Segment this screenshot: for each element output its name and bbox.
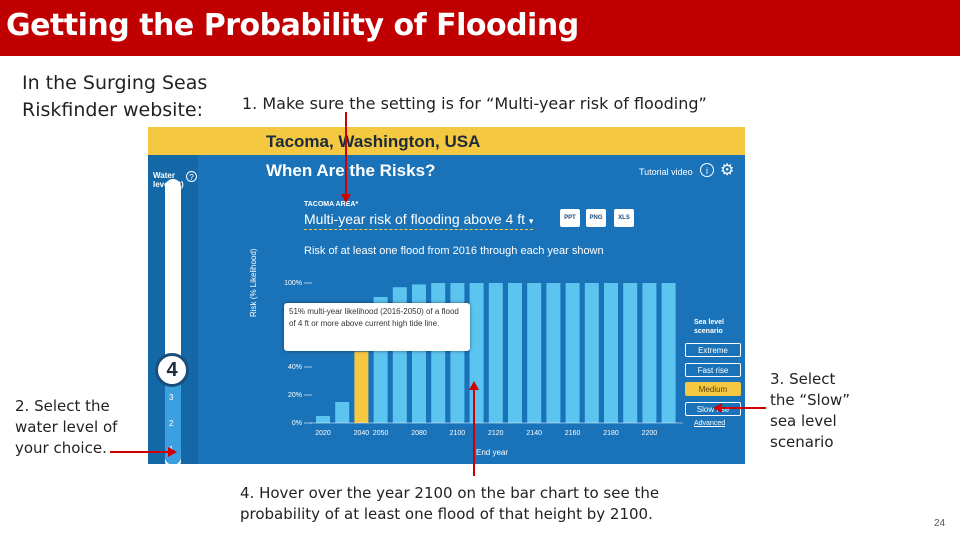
area-label: TACOMA AREA* bbox=[304, 201, 359, 208]
scenario-label-line: Sea level bbox=[694, 319, 724, 326]
scenario-slow-rise-button[interactable]: Slow rise bbox=[685, 402, 741, 416]
step4-line: 4. Hover over the year 2100 on the bar c… bbox=[240, 484, 660, 502]
x-tick-label: 2100 bbox=[450, 430, 466, 437]
scenario-label: Sea level scenario bbox=[694, 318, 724, 336]
scenario-label-line: scenario bbox=[694, 328, 723, 335]
bar bbox=[335, 402, 350, 423]
y-tick-label: 100% bbox=[284, 280, 302, 287]
x-tick-label: 2040 bbox=[354, 430, 370, 437]
title-bar bbox=[0, 0, 960, 56]
water-level-header-line: Water bbox=[153, 171, 175, 180]
water-level-tick: 2 bbox=[169, 419, 174, 428]
location-title: Tacoma, Washington, USA bbox=[266, 132, 481, 151]
intro-line: Riskfinder website: bbox=[22, 99, 204, 121]
step2-text: 2. Select the water level of your choice… bbox=[15, 396, 117, 459]
chevron-down-icon: ▾ bbox=[528, 216, 534, 226]
risk-measure-dropdown[interactable]: Multi-year risk of flooding above 4 ft ▾ bbox=[304, 211, 534, 230]
download-xls-button[interactable]: XLS bbox=[614, 209, 634, 227]
step4-line: probability of at least one flood of tha… bbox=[240, 505, 653, 523]
water-level-knob[interactable]: 4 bbox=[155, 353, 189, 387]
step4-text: 4. Hover over the year 2100 on the bar c… bbox=[240, 483, 659, 525]
step3-text: 3. Select the “Slow” sea level scenario bbox=[770, 369, 850, 453]
bar bbox=[354, 351, 369, 423]
bar bbox=[508, 283, 522, 423]
bar-tooltip: 51% multi-year likelihood (2016-2050) of… bbox=[284, 303, 470, 351]
riskfinder-screenshot: Tacoma, Washington, USA Water level (ft)… bbox=[148, 127, 745, 464]
chart-subtitle: Risk of at least one flood from 2016 thr… bbox=[304, 245, 604, 257]
page-number: 24 bbox=[934, 518, 946, 529]
x-tick-label: 2050 bbox=[373, 430, 389, 437]
x-tick-label: 2080 bbox=[411, 430, 427, 437]
y-tick-label: 0% bbox=[292, 420, 302, 427]
scenario-extreme-button[interactable]: Extreme bbox=[685, 343, 741, 357]
chart-x-label: End year bbox=[476, 448, 509, 457]
step3-line: 3. Select bbox=[770, 370, 836, 388]
water-level-tick: 7 bbox=[169, 291, 174, 300]
step3-line: sea level bbox=[770, 412, 837, 430]
x-tick-label: 2020 bbox=[315, 430, 331, 437]
scenario-medium-button[interactable]: Medium bbox=[685, 382, 741, 396]
download-png-button[interactable]: PNG bbox=[586, 209, 606, 227]
step3-line: scenario bbox=[770, 433, 834, 451]
water-level-tick: 8 bbox=[169, 265, 174, 274]
info-icon[interactable]: i bbox=[700, 163, 714, 177]
intro-line: In the Surging Seas bbox=[22, 72, 208, 94]
water-level-value: 4 bbox=[166, 359, 178, 381]
step2-line: water level of bbox=[15, 418, 118, 436]
bar bbox=[316, 416, 330, 423]
x-tick-label: 2180 bbox=[603, 430, 619, 437]
tutorial-video-link[interactable]: Tutorial video bbox=[639, 167, 693, 177]
location-bar bbox=[148, 127, 745, 155]
y-tick-label: 40% bbox=[288, 364, 302, 371]
x-tick-label: 2140 bbox=[526, 430, 542, 437]
x-tick-label: 2120 bbox=[488, 430, 504, 437]
step1-text: 1. Make sure the setting is for “Multi-y… bbox=[242, 94, 707, 113]
water-level-tick: 5 bbox=[169, 343, 174, 352]
bar bbox=[527, 283, 542, 423]
x-tick-label: 2160 bbox=[565, 430, 581, 437]
y-tick-label: 20% bbox=[288, 392, 302, 399]
bar bbox=[565, 283, 580, 423]
bar bbox=[623, 283, 638, 423]
scenario-fast-rise-button[interactable]: Fast rise bbox=[685, 363, 741, 377]
bar bbox=[488, 283, 503, 423]
bar-chart: 0%20%40%60%80%100%2020204020502080210021… bbox=[284, 280, 683, 437]
bar bbox=[642, 283, 657, 423]
gear-icon[interactable]: ⚙ bbox=[720, 162, 735, 179]
slide-title: Getting the Probability of Flooding bbox=[6, 8, 579, 43]
step2-line: 2. Select the bbox=[15, 397, 110, 415]
bar bbox=[584, 283, 599, 423]
step2-line: your choice. bbox=[15, 439, 107, 457]
bar bbox=[661, 283, 676, 423]
bar bbox=[546, 283, 561, 423]
water-level-fill bbox=[165, 365, 181, 464]
water-level-tick: 9 bbox=[169, 239, 174, 248]
risk-measure-value: Multi-year risk of flooding above 4 ft bbox=[304, 211, 525, 227]
water-level-tick: 10 bbox=[169, 213, 178, 222]
risk-heading: When Are the Risks? bbox=[266, 161, 436, 180]
bar bbox=[604, 283, 618, 423]
water-level-tick: 6 bbox=[169, 317, 174, 326]
water-level-tick: 3 bbox=[169, 393, 174, 402]
download-ppt-button[interactable]: PPT bbox=[560, 209, 580, 227]
intro-text: In the Surging Seas Riskfinder website: bbox=[22, 70, 207, 124]
bar bbox=[469, 283, 484, 423]
advanced-link[interactable]: Advanced bbox=[694, 420, 726, 427]
step3-line: the “Slow” bbox=[770, 391, 851, 409]
x-tick-label: 2200 bbox=[642, 430, 658, 437]
question-icon[interactable]: ? bbox=[186, 171, 197, 182]
